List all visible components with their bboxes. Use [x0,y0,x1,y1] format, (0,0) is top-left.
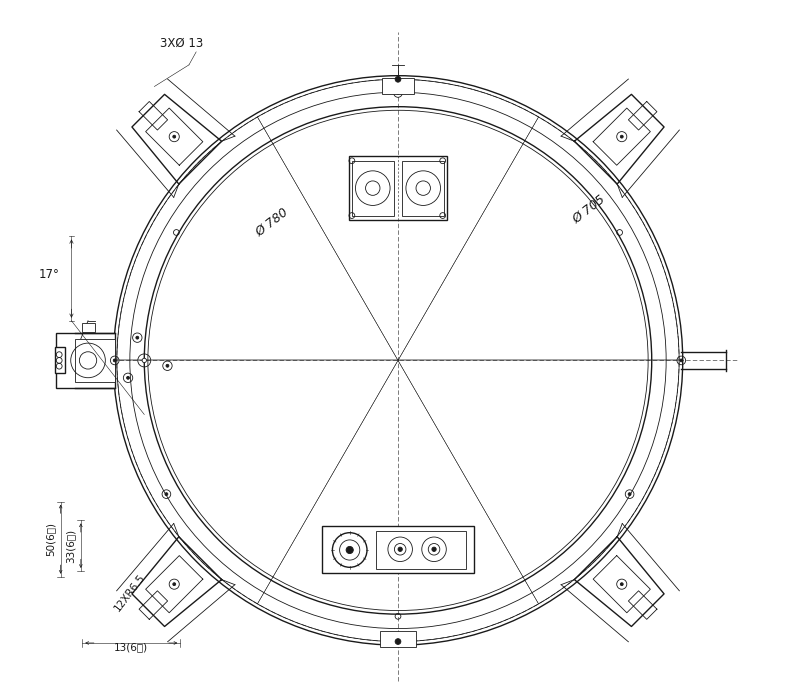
Circle shape [346,547,353,554]
Circle shape [396,91,400,94]
Bar [349,156,447,220]
Circle shape [620,135,623,138]
Bar [56,333,115,388]
Circle shape [173,135,176,138]
Circle shape [432,547,436,552]
Circle shape [113,359,116,362]
Text: Ø 705: Ø 705 [570,192,608,226]
Bar [322,526,474,573]
Bar [380,631,416,647]
Text: 13(6处): 13(6处) [115,642,148,652]
Bar [352,161,394,215]
Bar [382,78,414,93]
Circle shape [165,493,168,495]
Text: 3XØ 13: 3XØ 13 [160,37,203,50]
Text: 12XR6.5: 12XR6.5 [112,572,147,613]
Text: 17°: 17° [38,268,59,280]
Circle shape [173,583,176,585]
Circle shape [136,336,139,339]
Text: Ø 780: Ø 780 [253,206,291,239]
Bar [75,339,115,382]
Circle shape [395,76,401,82]
Circle shape [628,493,631,495]
Circle shape [166,364,169,367]
Text: 33(6处): 33(6处) [65,529,75,563]
Bar [82,323,96,331]
Bar [377,531,466,569]
Text: 50(6处): 50(6处) [45,522,56,556]
Circle shape [142,358,146,363]
Bar [402,161,444,215]
Circle shape [127,376,130,379]
Circle shape [398,547,402,552]
Circle shape [680,359,683,362]
Bar [55,347,65,374]
Circle shape [620,583,623,585]
Circle shape [395,639,401,644]
